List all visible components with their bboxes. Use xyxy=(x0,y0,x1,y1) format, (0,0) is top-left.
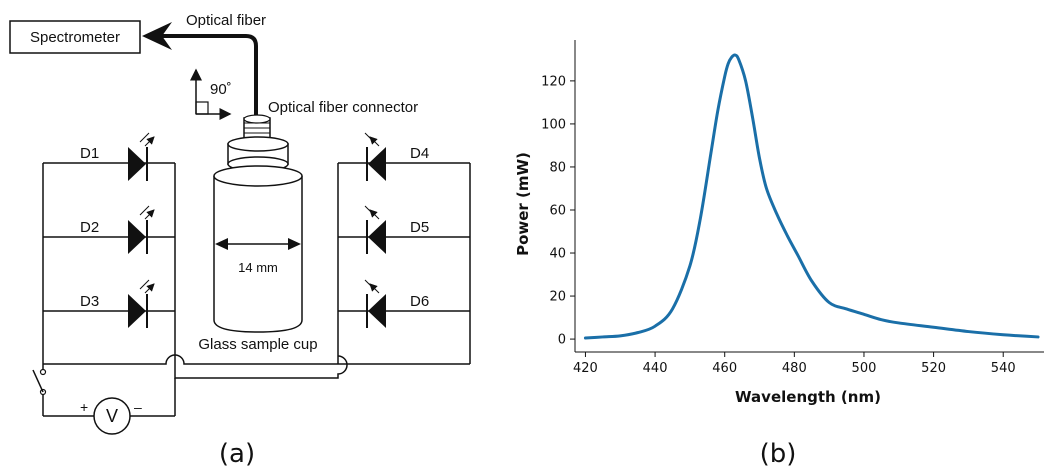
x-tick-label: 520 xyxy=(921,361,946,376)
diode-d2 xyxy=(128,206,154,254)
optical-fiber-label: Optical fiber xyxy=(186,12,266,29)
voltmeter-label: V xyxy=(106,406,118,426)
spectrum-series-line xyxy=(583,53,1040,340)
diode-d4 xyxy=(365,133,386,181)
right-circuit xyxy=(337,162,471,364)
minus-sign: – xyxy=(134,399,142,415)
x-tick-label: 480 xyxy=(782,361,807,376)
y-tick-label: 60 xyxy=(549,203,566,218)
y-axis-label: Power (mW) xyxy=(514,152,532,256)
y-tick-label: 100 xyxy=(541,117,566,132)
x-tick-label: 500 xyxy=(852,361,877,376)
optical-fiber xyxy=(158,34,258,118)
setup-diagram: Spectrometer Optical fiber 90˚ Optical f… xyxy=(9,12,471,469)
diode-d4-label: D4 xyxy=(410,145,429,162)
y-tick-label: 120 xyxy=(541,74,566,89)
x-tick-label: 540 xyxy=(991,361,1016,376)
sample-cup-label: Glass sample cup xyxy=(198,336,317,353)
y-tick-label: 40 xyxy=(549,247,566,262)
diode-d5 xyxy=(365,206,386,254)
angle-label: 90˚ xyxy=(210,81,232,98)
diameter-label: 14 mm xyxy=(238,260,278,275)
diode-d3 xyxy=(128,280,154,328)
x-axis-label: Wavelength (nm) xyxy=(735,388,881,406)
panel-label-a: (a) xyxy=(219,439,255,469)
y-tick-label: 20 xyxy=(549,290,566,305)
plus-sign: + xyxy=(80,399,88,415)
left-circuit xyxy=(42,162,176,364)
fiber-arrowhead xyxy=(142,22,172,50)
diode-d6-label: D6 xyxy=(410,293,429,310)
panel-label-b: (b) xyxy=(760,439,797,469)
y-tick-label: 0 xyxy=(558,333,566,348)
diode-d5-label: D5 xyxy=(410,219,429,236)
connector-label: Optical fiber connector xyxy=(268,99,418,116)
x-tick-label: 420 xyxy=(573,361,598,376)
angle-indicator xyxy=(190,68,232,120)
switch xyxy=(32,368,47,396)
diode-d3-label: D3 xyxy=(80,293,99,310)
diode-d1-label: D1 xyxy=(80,145,99,162)
plot-area: 420 440 460 480 500 520 540 0 20 40 60 80 100 120 xyxy=(541,40,1044,376)
x-tick-label: 460 xyxy=(712,361,737,376)
diode-d6 xyxy=(365,280,386,328)
spectrometer-box xyxy=(9,20,141,54)
y-tick-label: 80 xyxy=(549,160,566,175)
spectrum-chart: 420 440 460 480 500 520 540 0 20 40 60 80 100 120 Wav… xyxy=(514,40,1044,469)
diode-d2-label: D2 xyxy=(80,219,99,236)
voltmeter xyxy=(93,397,131,435)
bottom-wiring xyxy=(42,354,470,417)
diode-d1 xyxy=(128,133,154,181)
diameter-dimension xyxy=(215,238,301,250)
glass-sample-cup xyxy=(213,165,303,333)
spectrometer-label: Spectrometer xyxy=(30,29,120,46)
x-tick-label: 440 xyxy=(643,361,668,376)
